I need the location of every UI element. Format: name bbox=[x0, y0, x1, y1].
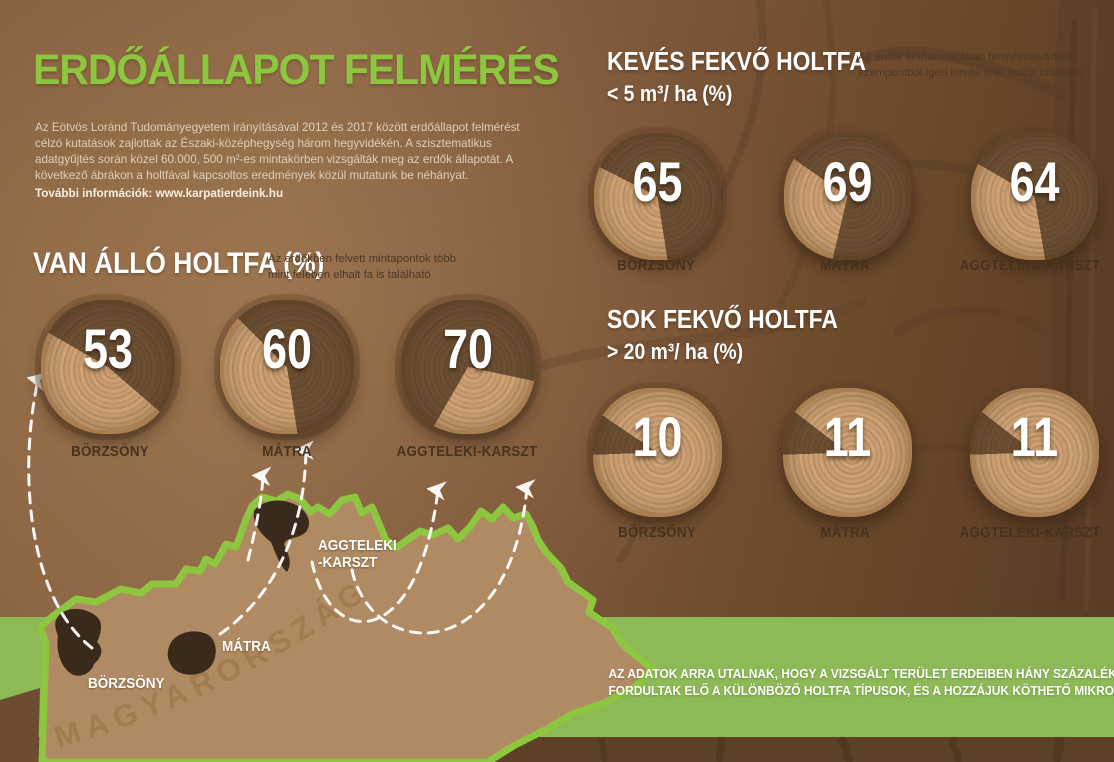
section-unit-keves-fekvo: < 5 m³/ ha (%) bbox=[607, 81, 733, 106]
stump-pie-sok-borzsony: 10 bbox=[593, 388, 722, 517]
pie-wedge bbox=[970, 388, 1099, 517]
borzsony-region-patch bbox=[55, 608, 102, 676]
arrow-matra-van bbox=[218, 440, 314, 636]
roots-decoration bbox=[597, 737, 1065, 762]
stump-pie-keves-borzsony: 65 bbox=[594, 133, 721, 260]
hungary-outline bbox=[36, 490, 656, 762]
pie-wedge bbox=[784, 133, 911, 260]
stump-label-sok-borzsony: BÖRZSÖNY bbox=[618, 525, 696, 541]
stump-pie-van-matra: 60 bbox=[220, 300, 354, 434]
section-heading-van-allo: VAN ÁLLÓ HOLTFA (%) bbox=[33, 247, 325, 280]
stump-label-keves-aggteleki: AGGTELEKI-KARSZT bbox=[959, 258, 1101, 274]
map-label-borzsony: BÖRZSÖNY bbox=[88, 675, 165, 692]
stump-label-keves-borzsony: BÖRZSÖNY bbox=[617, 258, 695, 274]
stump-pie-keves-aggteleki: 64 bbox=[971, 133, 1098, 260]
section-note-van-allo: Az erdőkben felvett mintapontok több min… bbox=[268, 253, 457, 281]
pie-wedge bbox=[594, 133, 721, 260]
stump-pie-sok-matra: 11 bbox=[783, 388, 912, 517]
pie-wedge bbox=[401, 300, 535, 434]
stump-value: 69 bbox=[822, 150, 873, 213]
aggteleki-region-patch bbox=[253, 500, 310, 572]
stump-value: 65 bbox=[632, 150, 683, 213]
stump-value: 10 bbox=[632, 405, 683, 468]
stump-value: 11 bbox=[823, 405, 872, 468]
arrow-aggteleki-van-1 bbox=[310, 481, 447, 624]
stump-value: 64 bbox=[1009, 150, 1060, 213]
footer-banner-line1: AZ ADATOK ARRA UTALNAK, HOGY A VIZSGÁLT … bbox=[608, 667, 1114, 681]
stump-value: 70 bbox=[443, 317, 493, 380]
pie-wedge bbox=[971, 133, 1098, 260]
map-label-aggteleki: AGGTELEKI -KARSZT bbox=[318, 537, 397, 571]
footer-banner-line2: FORDULTAK ELŐ A KÜLÖNBÖZŐ HOLTFA TÍPUSOK… bbox=[608, 683, 1114, 698]
intro-paragraph: Az Eötvös Loránd Tudományegyetem irányít… bbox=[35, 120, 527, 202]
pie-wedge bbox=[593, 388, 722, 517]
stump-label-van-aggteleki: AGGTELEKI-KARSZT bbox=[396, 444, 538, 460]
stump-value: 11 bbox=[1010, 405, 1059, 468]
stump-label-sok-aggteleki: AGGTELEKI-KARSZT bbox=[959, 525, 1101, 541]
intro-body: Az Eötvös Loránd Tudományegyetem irányít… bbox=[35, 121, 520, 182]
stump-value: 53 bbox=[83, 317, 133, 380]
map-label-aggteleki-line1: AGGTELEKI bbox=[318, 537, 397, 554]
pie-wedge bbox=[783, 388, 912, 517]
stump-pie-van-borzsony: 53 bbox=[41, 300, 175, 434]
arrow-aggteleki-van-2 bbox=[350, 479, 536, 635]
section-heading-sok-fekvo: SOK FEKVŐ HOLTFA bbox=[607, 304, 838, 334]
arrow-borzsony-van bbox=[26, 372, 94, 650]
stump-pie-keves-matra: 69 bbox=[784, 133, 911, 260]
stump-label-keves-matra: MÁTRA bbox=[820, 258, 870, 274]
section-note-keves-fekvo: Az erdők kétharmadában természetvédelmi … bbox=[858, 51, 1083, 79]
stump-pie-van-aggteleki: 70 bbox=[401, 300, 535, 434]
matra-region-patch bbox=[167, 631, 216, 675]
pie-wedge bbox=[220, 300, 354, 434]
stump-label-van-borzsony: BÖRZSÖNY bbox=[71, 444, 149, 460]
neighbor-land bbox=[0, 688, 40, 762]
map-label-aggteleki-line2: -KARSZT bbox=[318, 553, 378, 571]
footer-banner: AZ ADATOK ARRA UTALNAK, HOGY A VIZSGÁLT … bbox=[608, 666, 1114, 699]
more-info-link: További információk: www.karpatierdeink.… bbox=[35, 186, 284, 200]
page-title: ERDŐÁLLAPOT FELMÉRÉS bbox=[33, 46, 560, 94]
stump-label-van-matra: MÁTRA bbox=[262, 444, 312, 460]
stump-value: 60 bbox=[262, 317, 312, 380]
section-unit-sok-fekvo: > 20 m³/ ha (%) bbox=[607, 339, 744, 364]
arrow-matra-short bbox=[246, 466, 272, 562]
stump-label-sok-matra: MÁTRA bbox=[820, 525, 870, 541]
map-label-matra: MÁTRA bbox=[222, 638, 271, 655]
pie-wedge bbox=[41, 300, 175, 434]
stump-pie-sok-aggteleki: 11 bbox=[970, 388, 1099, 517]
section-heading-keves-fekvo: KEVÉS FEKVŐ HOLTFA bbox=[607, 46, 866, 76]
